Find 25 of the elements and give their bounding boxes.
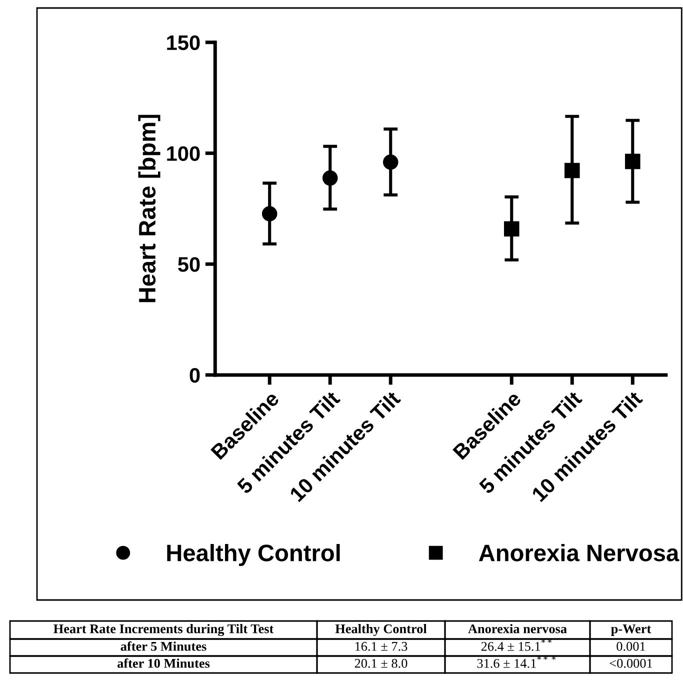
point [322, 170, 338, 186]
text: 31.6 ± 14.1$^{***}$ [477, 656, 556, 668]
point [382, 154, 398, 170]
y-tick-label: 0 [190, 368, 200, 383]
text: p-Wert [611, 624, 652, 636]
text: after 10 Minutes [118, 658, 210, 668]
y-tick-label: 100 [167, 146, 200, 161]
legend-label: Healthy Control [167, 544, 340, 566]
text: 16.1 ± 7.3 [355, 642, 408, 651]
y-axis-title: Heart Rate [bpm] [138, 114, 160, 302]
text: Healthy Control [335, 624, 427, 636]
point [504, 221, 520, 236]
point [262, 206, 278, 222]
text: 26.4 ± 15.1$^{**}$ [481, 638, 552, 651]
text: Heart Rate Increments during Tilt Test [54, 624, 274, 636]
point [625, 154, 640, 170]
text: after 5 Minutes [120, 641, 206, 651]
text: <0.0001 [610, 658, 652, 668]
point [564, 162, 580, 178]
y-tick-label: 50 [178, 257, 200, 272]
text: 0.001 [616, 642, 646, 651]
text: 20.1 ± 8.0 [354, 658, 408, 668]
text: Anorexia nervosa [468, 624, 567, 634]
y-tick-label: 150 [167, 35, 200, 50]
legend-label: Anorexia Nervosa [478, 544, 680, 562]
